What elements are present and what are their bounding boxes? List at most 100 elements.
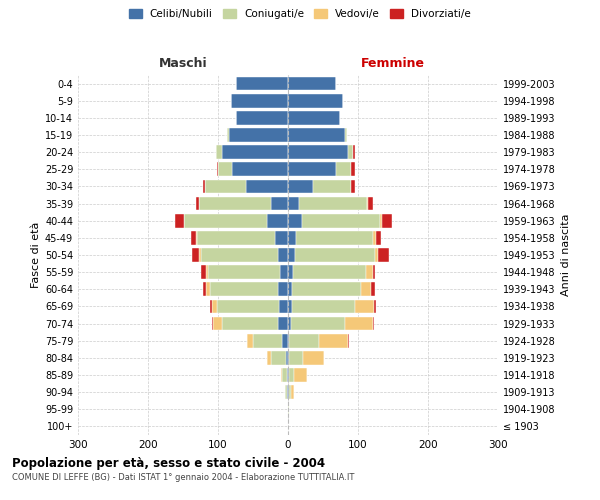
Text: Maschi: Maschi [158, 57, 208, 70]
Bar [382, 214, 392, 228]
Bar [216, 146, 221, 159]
Bar [288, 231, 296, 244]
Bar [289, 351, 304, 364]
Bar [373, 231, 376, 244]
Bar [292, 300, 355, 314]
Bar [208, 266, 280, 279]
Bar [200, 266, 206, 279]
Bar [304, 351, 325, 364]
Bar [346, 128, 347, 142]
Bar [380, 214, 382, 228]
Y-axis label: Anni di nascita: Anni di nascita [561, 214, 571, 296]
Bar [288, 111, 340, 124]
Bar [277, 248, 288, 262]
Bar [217, 162, 218, 176]
Bar [218, 162, 232, 176]
Bar [271, 351, 286, 364]
Bar [175, 214, 184, 228]
Bar [286, 351, 288, 364]
Bar [288, 94, 343, 108]
Bar [374, 300, 376, 314]
Bar [302, 214, 380, 228]
Text: Femmine: Femmine [361, 57, 425, 70]
Bar [288, 316, 291, 330]
Bar [373, 316, 374, 330]
Bar [313, 180, 351, 194]
Bar [288, 402, 289, 416]
Bar [295, 248, 375, 262]
Bar [288, 162, 335, 176]
Bar [351, 162, 355, 176]
Bar [291, 386, 295, 399]
Bar [299, 196, 367, 210]
Bar [289, 386, 291, 399]
Bar [281, 368, 283, 382]
Bar [229, 128, 288, 142]
Bar [379, 248, 389, 262]
Bar [292, 282, 361, 296]
Bar [295, 368, 307, 382]
Bar [275, 231, 288, 244]
Bar [283, 334, 288, 347]
Bar [227, 128, 229, 142]
Bar [221, 146, 288, 159]
Bar [361, 282, 371, 296]
Bar [280, 266, 288, 279]
Bar [288, 266, 293, 279]
Bar [319, 334, 348, 347]
Bar [288, 334, 289, 347]
Bar [247, 334, 253, 347]
Text: Popolazione per età, sesso e stato civile - 2004: Popolazione per età, sesso e stato civil… [12, 458, 325, 470]
Bar [203, 180, 205, 194]
Bar [288, 180, 313, 194]
Bar [235, 76, 288, 90]
Bar [366, 266, 373, 279]
Bar [205, 180, 246, 194]
Bar [213, 316, 221, 330]
Bar [291, 316, 346, 330]
Bar [235, 111, 288, 124]
Bar [212, 316, 213, 330]
Bar [209, 300, 212, 314]
Bar [346, 316, 373, 330]
Bar [288, 282, 292, 296]
Bar [199, 248, 200, 262]
Bar [288, 76, 335, 90]
Bar [246, 180, 288, 194]
Bar [196, 231, 197, 244]
Bar [206, 282, 209, 296]
Bar [279, 300, 288, 314]
Bar [212, 300, 217, 314]
Bar [192, 248, 199, 262]
Bar [347, 146, 353, 159]
Bar [288, 300, 292, 314]
Bar [288, 368, 289, 382]
Bar [230, 94, 288, 108]
Bar [296, 231, 373, 244]
Bar [253, 334, 283, 347]
Bar [209, 282, 278, 296]
Bar [335, 162, 351, 176]
Bar [288, 146, 347, 159]
Bar [287, 368, 288, 382]
Bar [289, 368, 295, 382]
Bar [221, 316, 277, 330]
Bar [267, 214, 288, 228]
Bar [288, 386, 289, 399]
Bar [271, 196, 288, 210]
Bar [287, 386, 288, 399]
Bar [184, 214, 267, 228]
Legend: Celibi/Nubili, Coniugati/e, Vedovi/e, Divorziati/e: Celibi/Nubili, Coniugati/e, Vedovi/e, Di… [125, 5, 475, 24]
Bar [288, 351, 289, 364]
Bar [376, 231, 381, 244]
Bar [288, 196, 299, 210]
Bar [197, 231, 275, 244]
Bar [278, 282, 288, 296]
Bar [232, 162, 288, 176]
Bar [348, 334, 349, 347]
Bar [288, 214, 302, 228]
Bar [196, 196, 199, 210]
Bar [191, 231, 196, 244]
Bar [217, 300, 279, 314]
Bar [285, 386, 287, 399]
